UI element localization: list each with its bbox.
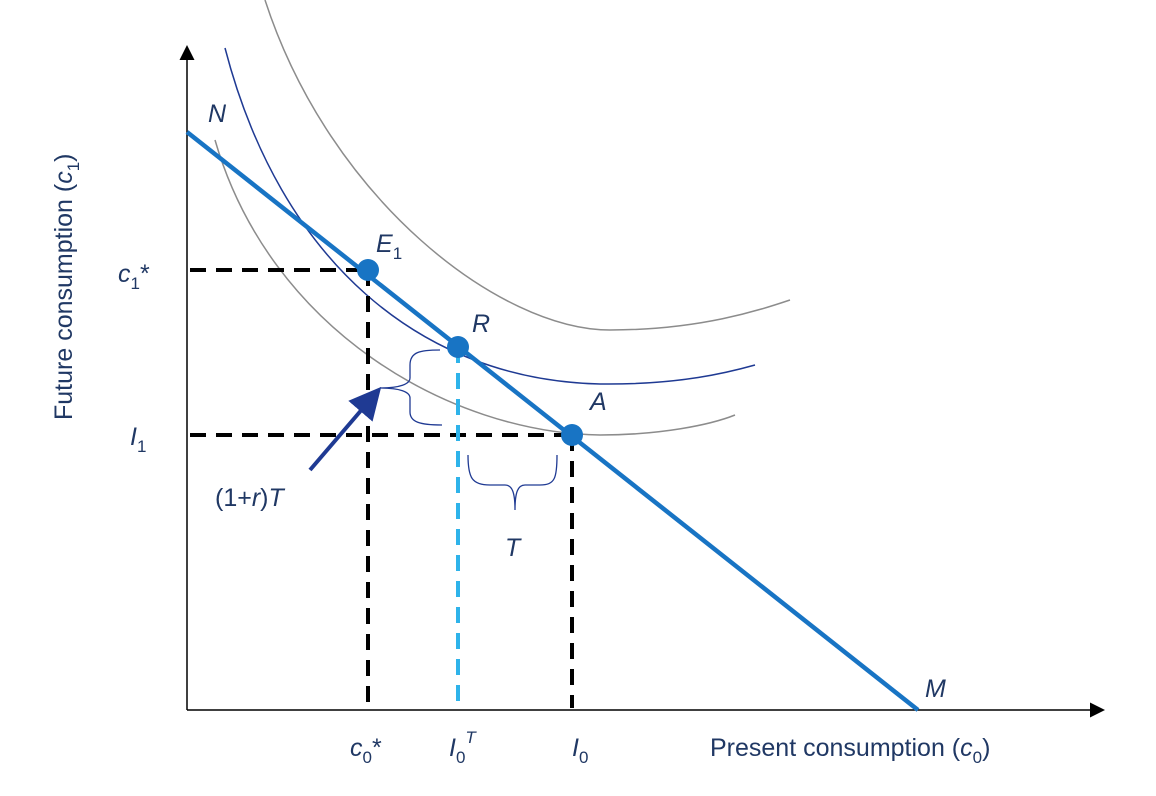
x-label-i0t: I0T bbox=[449, 728, 477, 767]
label-n: N bbox=[208, 100, 227, 128]
label-a: A bbox=[588, 388, 607, 416]
annotation-present-tax: T bbox=[505, 534, 522, 562]
budget-line bbox=[185, 130, 920, 712]
label-r: R bbox=[472, 310, 490, 338]
tax-arrow bbox=[308, 386, 382, 472]
point-r bbox=[447, 336, 469, 358]
indifference-curve-low bbox=[214, 139, 736, 436]
x-label-i0: I0 bbox=[572, 734, 588, 767]
y-axis-title: Future consumption (c1) bbox=[50, 153, 83, 420]
point-a bbox=[561, 424, 583, 446]
y-label-i1: I1 bbox=[130, 423, 146, 456]
point-e1 bbox=[357, 259, 379, 281]
x-label-c0-star: c0* bbox=[350, 734, 382, 767]
label-m: M bbox=[925, 675, 946, 703]
label-e1: E1 bbox=[376, 230, 402, 263]
x-axis-title: Present consumption (c0) bbox=[710, 734, 990, 767]
indifference-curve-high bbox=[264, 0, 791, 331]
y-label-c1-star: c1* bbox=[118, 260, 150, 293]
indifference-curve-mid bbox=[224, 47, 756, 385]
brace-present bbox=[467, 454, 558, 511]
brace-future bbox=[379, 349, 443, 426]
annotation-future-tax: (1+r)T bbox=[215, 484, 286, 512]
